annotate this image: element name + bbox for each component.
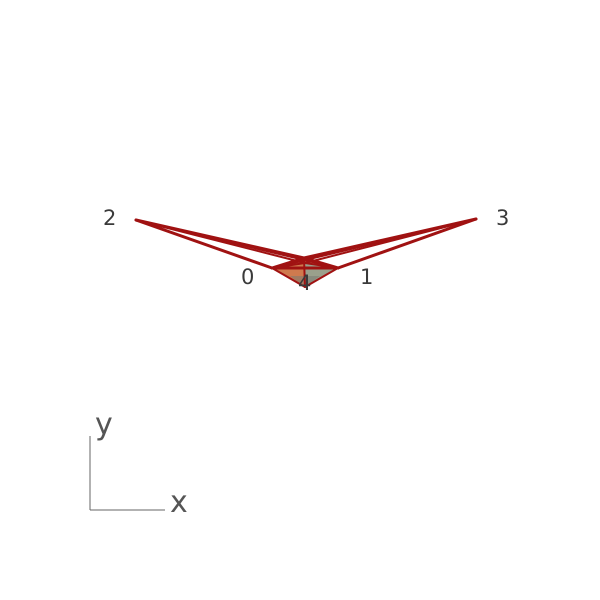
y-axis-label: y <box>95 407 113 442</box>
truss-members <box>134 217 478 288</box>
edge-1-4 <box>304 267 339 288</box>
node-label-2: 2 <box>103 206 116 230</box>
edge-0-mid <box>271 262 306 269</box>
node-label-0: 0 <box>241 265 254 289</box>
edge-3-1 <box>336 217 478 270</box>
edge-3-far <box>271 218 477 269</box>
edge-mid-1 <box>304 262 339 269</box>
edge-2-far <box>135 219 339 269</box>
edge-2-0 <box>134 218 274 270</box>
edge-top-4 <box>303 257 306 288</box>
x-axis-label: x <box>170 485 188 520</box>
axes-triad: x y <box>89 407 188 520</box>
node-labels: 2 3 0 1 4 <box>103 206 509 295</box>
node-label-4: 4 <box>298 271 311 295</box>
edge-0-4 <box>271 267 306 288</box>
node-label-3: 3 <box>496 206 509 230</box>
node-label-1: 1 <box>360 265 373 289</box>
